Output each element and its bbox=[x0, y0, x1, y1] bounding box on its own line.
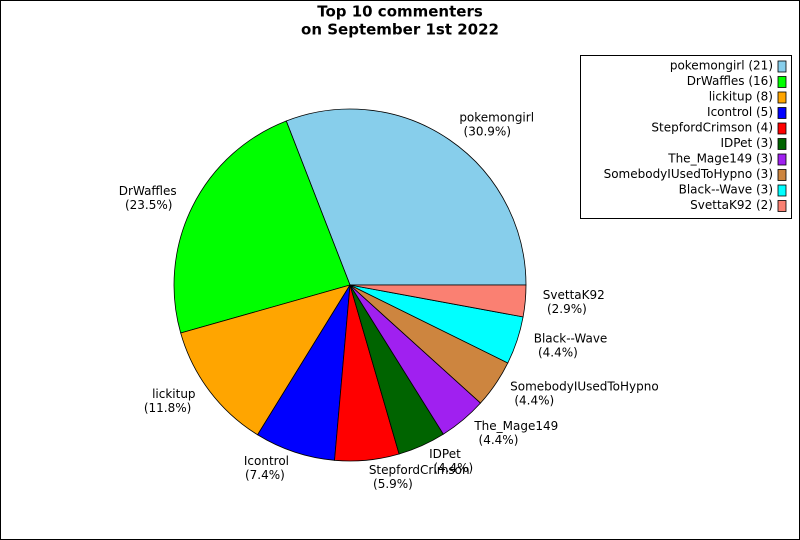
slice-label: SvettaK92 bbox=[543, 288, 605, 302]
legend-label: lickitup (8) bbox=[709, 90, 773, 104]
legend-label: Black--Wave (3) bbox=[679, 183, 773, 197]
slice-label: Icontrol bbox=[244, 454, 289, 468]
legend-swatch bbox=[777, 76, 787, 88]
slice-label: lickitup bbox=[152, 387, 195, 401]
legend-swatch bbox=[777, 153, 787, 166]
slice-percent: (5.9%) bbox=[373, 477, 413, 491]
pie-slice bbox=[173, 120, 351, 334]
slice-label: DrWaffles bbox=[119, 184, 177, 198]
legend-swatch bbox=[777, 91, 787, 104]
legend-label: The_Mage149 (3) bbox=[667, 152, 773, 166]
slice-percent: (4.4%) bbox=[514, 393, 554, 407]
slice-percent: (4.4%) bbox=[479, 433, 519, 447]
pie-slice bbox=[349, 284, 527, 318]
slice-percent: (23.5%) bbox=[125, 198, 172, 212]
pie-slice bbox=[285, 108, 527, 286]
legend-label: IDPet (3) bbox=[721, 136, 774, 150]
slice-percent: (2.9%) bbox=[547, 302, 587, 316]
chart-title: Top 10 commenters bbox=[317, 3, 483, 21]
chart-title: on September 1st 2022 bbox=[301, 21, 499, 39]
slice-percent: (11.8%) bbox=[144, 401, 191, 415]
legend-swatch bbox=[777, 107, 787, 119]
legend-swatch bbox=[777, 138, 787, 150]
slice-label: pokemongirl bbox=[459, 111, 534, 125]
legend-label: StepfordCrimson (4) bbox=[651, 121, 773, 135]
legend-label: SvettaK92 (2) bbox=[690, 198, 773, 212]
legend-label: DrWaffles (16) bbox=[687, 74, 773, 88]
slice-percent: (4.4%) bbox=[433, 461, 473, 475]
slice-label: The_Mage149 bbox=[473, 419, 558, 433]
pie-slice bbox=[180, 284, 351, 436]
slice-percent: (30.9%) bbox=[464, 125, 511, 139]
slice-label: Black--Wave bbox=[534, 331, 608, 345]
slice-label: StepfordCrimson bbox=[369, 463, 470, 477]
legend-swatch bbox=[777, 60, 787, 73]
legend-label: pokemongirl (21) bbox=[670, 59, 773, 73]
slice-percent: (7.4%) bbox=[245, 468, 285, 482]
legend-label: Icontrol (5) bbox=[707, 105, 773, 119]
slice-label: SomebodyIUsedToHypno bbox=[510, 379, 659, 393]
legend-swatch bbox=[777, 169, 787, 181]
legend-swatch bbox=[777, 184, 787, 197]
legend-swatch bbox=[777, 200, 787, 212]
legend-swatch bbox=[777, 122, 787, 135]
legend-label: SomebodyIUsedToHypno (3) bbox=[604, 167, 773, 181]
slice-percent: (4.4%) bbox=[538, 345, 578, 359]
slice-label: IDPet bbox=[429, 447, 461, 461]
legend-box bbox=[580, 55, 792, 219]
